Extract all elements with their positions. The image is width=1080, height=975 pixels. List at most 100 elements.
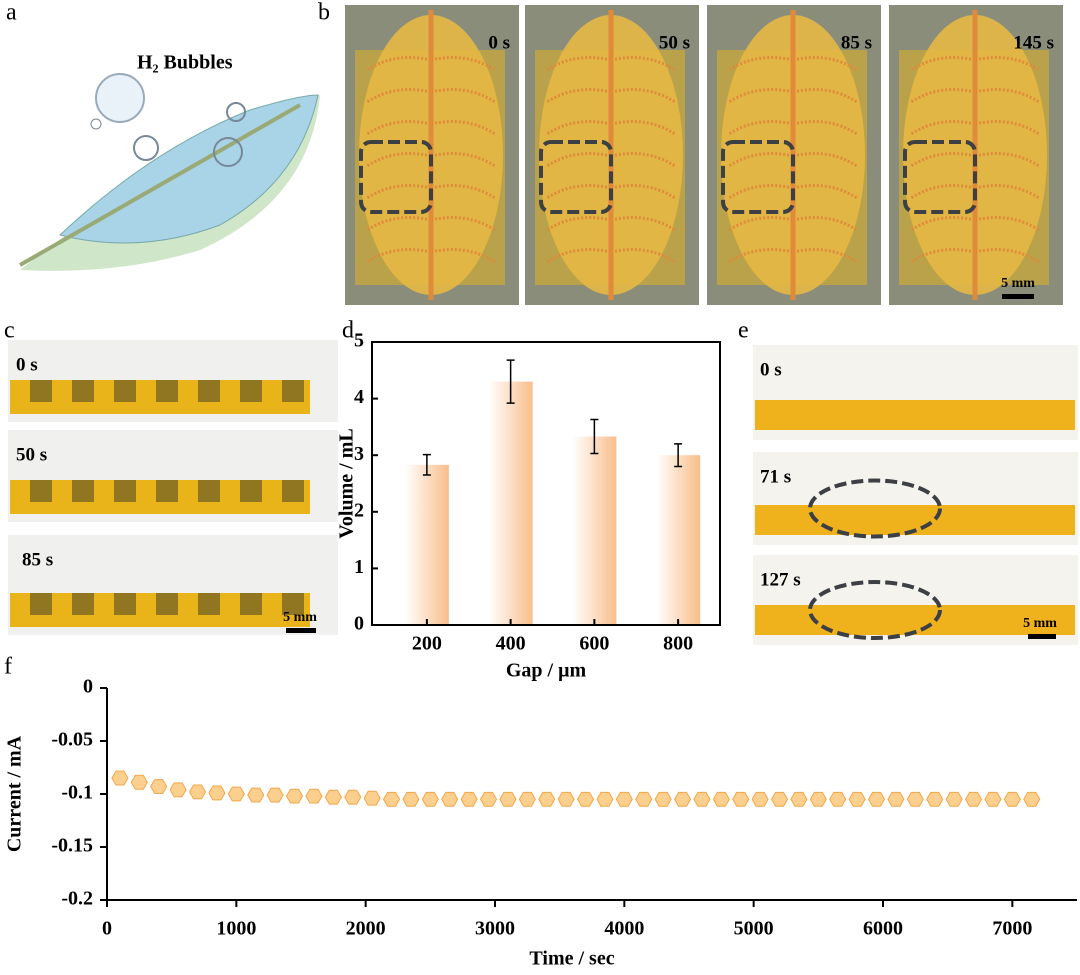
data-point [266, 787, 284, 803]
data-point [790, 791, 808, 807]
strip-block [240, 380, 262, 402]
strip-block [198, 480, 220, 502]
data-point [964, 791, 983, 807]
leaf-illustration [19, 73, 320, 271]
time-label: 0 s [488, 32, 510, 53]
data-point [150, 779, 168, 795]
x-tick-label: 4000 [604, 918, 644, 940]
y-tick-label: 4 [354, 386, 364, 408]
y-tick-label: -0.1 [61, 782, 93, 804]
vein [728, 216, 858, 232]
vein [546, 152, 676, 168]
y-tick-label: 0 [83, 676, 93, 698]
error-bar [674, 443, 683, 468]
x-tick-label: 6000 [863, 918, 903, 940]
error-bar [590, 418, 599, 455]
y-tick-label: -0.05 [51, 729, 93, 751]
vein [366, 120, 496, 136]
scale-bar [1002, 294, 1034, 299]
data-point [1003, 791, 1021, 807]
data-point [673, 791, 692, 807]
vein [728, 184, 858, 200]
time-label: 0 s [760, 359, 782, 380]
data-point [596, 791, 614, 807]
data-point [635, 791, 653, 807]
vein [728, 152, 858, 168]
data-point [732, 791, 750, 807]
vein [366, 88, 496, 104]
panel-label: c [4, 318, 15, 344]
data-point [247, 787, 265, 803]
panel-label: f [4, 654, 12, 680]
x-tick-label: 1000 [216, 918, 256, 940]
strip-block [114, 480, 136, 502]
y-tick-label: 1 [354, 556, 364, 578]
y-axis-label: Current / mA [4, 735, 26, 852]
data-point [518, 791, 536, 807]
x-axis-label: Gap / μm [506, 660, 587, 682]
data-point [751, 791, 769, 807]
vein [728, 56, 858, 72]
panel-label: a [6, 0, 17, 26]
vein [910, 216, 1040, 232]
x-tick-label: 5000 [734, 918, 774, 940]
vein [366, 216, 496, 232]
plot-frame [371, 341, 721, 626]
strip [755, 400, 1075, 430]
y-tick-label: 0 [354, 613, 364, 635]
x-tick-label: 3000 [475, 918, 515, 940]
vein [546, 88, 676, 104]
highlight-ellipse [808, 478, 942, 539]
panel-label: b [318, 0, 330, 26]
data-point [557, 791, 575, 807]
data-point [906, 791, 924, 807]
strip-block [30, 380, 52, 402]
data-point [693, 791, 711, 807]
y-tick-label: 3 [354, 443, 364, 465]
time-label: 0 s [16, 354, 38, 375]
bar [656, 455, 701, 625]
vein [366, 56, 496, 72]
strip-block [114, 380, 136, 402]
highlight-box [539, 140, 613, 214]
data-point [169, 782, 187, 798]
time-label: 85 s [841, 32, 872, 53]
data-point [344, 789, 362, 805]
vein [910, 56, 1040, 72]
bar [572, 436, 617, 625]
y-tick-label: -0.2 [61, 888, 93, 910]
highlight-ellipse [808, 580, 942, 640]
vein [910, 184, 1040, 200]
data-point [305, 788, 323, 804]
highlight-box [721, 140, 795, 214]
data-point [926, 791, 944, 807]
strip-block [282, 480, 304, 502]
strip-block [282, 593, 304, 615]
data-point [499, 791, 517, 807]
data-point [809, 791, 827, 807]
data-point [363, 790, 381, 806]
x-tick-label: 0 [102, 918, 112, 940]
vein [728, 88, 858, 104]
data-point [324, 789, 342, 805]
vein [546, 216, 676, 232]
vein [910, 120, 1040, 136]
time-label: 50 s [16, 444, 47, 465]
data-point [1023, 791, 1041, 807]
panel-label: e [738, 318, 749, 344]
vein [546, 248, 676, 264]
data-point [421, 791, 439, 807]
data-point [887, 791, 905, 807]
vein [546, 184, 676, 200]
y-tick-label: -0.15 [51, 835, 93, 857]
time-label: 50 s [659, 32, 690, 53]
strip-block [156, 380, 178, 402]
vein [910, 152, 1040, 168]
x-tick-label: 600 [579, 633, 609, 655]
vein [728, 120, 858, 136]
y-tick-label: 2 [354, 499, 364, 521]
x-tick-label: 7000 [992, 918, 1032, 940]
data-point [945, 791, 963, 807]
bar [404, 464, 449, 625]
